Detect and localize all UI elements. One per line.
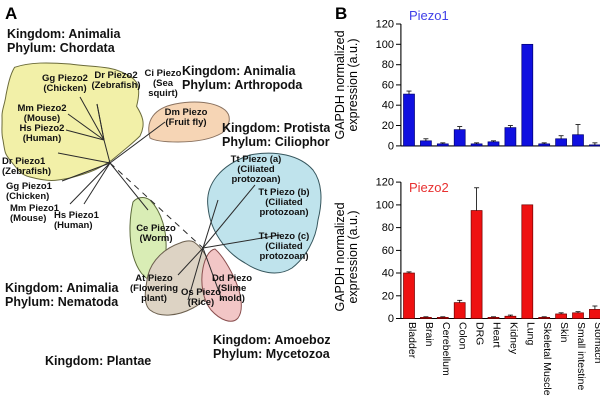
- svg-text:Bladder: Bladder: [406, 322, 418, 359]
- svg-text:0: 0: [388, 313, 394, 325]
- svg-text:40: 40: [382, 268, 394, 280]
- svg-text:Skin: Skin: [558, 322, 570, 343]
- svg-text:100: 100: [376, 39, 394, 51]
- svg-text:Brain: Brain: [423, 322, 435, 347]
- svg-text:Piezo2: Piezo2: [409, 180, 449, 195]
- svg-text:80: 80: [382, 222, 394, 234]
- svg-text:120: 120: [376, 19, 394, 31]
- svg-text:100: 100: [376, 199, 394, 211]
- svg-text:60: 60: [382, 79, 394, 91]
- svg-text:20: 20: [382, 290, 394, 302]
- svg-text:Skeletal Muscle: Skeletal Muscle: [541, 322, 553, 396]
- svg-text:GAPDH normalized: GAPDH normalized: [333, 202, 347, 311]
- svg-text:Heart: Heart: [491, 322, 503, 348]
- svg-text:120: 120: [376, 177, 394, 189]
- svg-text:expression (a.u.): expression (a.u.): [346, 38, 360, 131]
- svg-text:Piezo1: Piezo1: [409, 8, 449, 23]
- svg-text:20: 20: [382, 120, 394, 132]
- svg-text:Kidney: Kidney: [507, 322, 519, 355]
- svg-text:expression (a.u.): expression (a.u.): [346, 210, 360, 303]
- svg-text:GAPDH normalized: GAPDH normalized: [333, 30, 347, 139]
- svg-text:Cerebellum: Cerebellum: [440, 322, 452, 376]
- svg-text:Lung: Lung: [524, 322, 536, 346]
- svg-text:40: 40: [382, 100, 394, 112]
- svg-text:60: 60: [382, 245, 394, 257]
- svg-text:Colon: Colon: [457, 322, 469, 350]
- svg-text:0: 0: [388, 140, 394, 152]
- svg-text:Stomach: Stomach: [592, 322, 600, 364]
- svg-text:Small intestine: Small intestine: [575, 322, 587, 390]
- svg-text:DRG: DRG: [474, 322, 486, 345]
- svg-text:80: 80: [382, 59, 394, 71]
